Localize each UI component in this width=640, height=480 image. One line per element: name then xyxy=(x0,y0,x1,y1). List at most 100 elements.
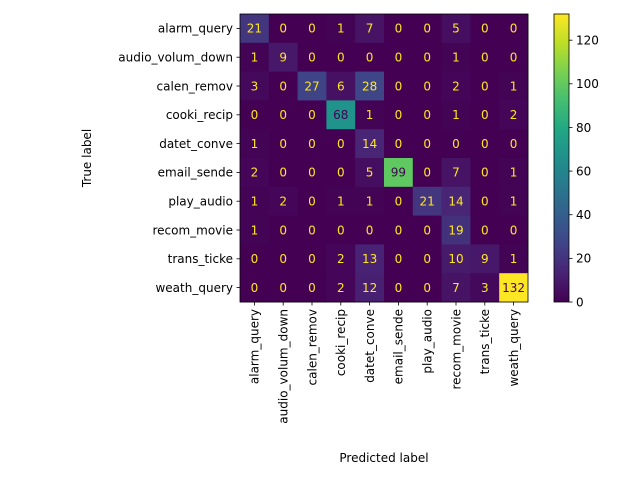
heatmap-cell xyxy=(240,14,270,44)
heatmap-cell xyxy=(470,273,500,303)
heatmap-cell xyxy=(470,71,500,101)
heatmap-cell xyxy=(326,71,356,101)
heatmap-cell xyxy=(384,42,414,72)
heatmap-cell xyxy=(240,244,270,274)
cell-value-label: 0 xyxy=(395,79,403,93)
heatmap-cell xyxy=(268,244,298,274)
x-tick-label: cooki_recip xyxy=(334,309,348,376)
heatmap-cell xyxy=(441,215,471,245)
heatmap-cell xyxy=(326,158,356,188)
cell-value-label: 0 xyxy=(510,51,518,65)
cell-value-label: 0 xyxy=(395,195,403,209)
colorbar-ticks: 0 20 40 60 80 100 120 xyxy=(569,33,599,309)
x-tick-label: calen_remov xyxy=(305,309,319,385)
heatmap-cell xyxy=(384,100,414,130)
cell-value-label: 3 xyxy=(481,281,489,295)
cell-value-label: 14 xyxy=(362,137,377,151)
cell-value-label: 1 xyxy=(251,195,259,209)
heatmap-cell xyxy=(326,42,356,72)
heatmap-cell xyxy=(240,273,270,303)
x-tick-label: weath_query xyxy=(507,309,521,387)
colorbar-tick-label: 20 xyxy=(576,252,591,266)
colorbar-tick-label: 120 xyxy=(576,33,599,47)
x-axis-label: Predicted label xyxy=(339,451,428,465)
heatmap-cell xyxy=(384,71,414,101)
cell-value-label: 0 xyxy=(366,223,374,237)
cell-value-label: 1 xyxy=(366,108,374,122)
cell-value-label: 0 xyxy=(279,22,287,36)
cell-value-label: 0 xyxy=(279,281,287,295)
cell-value-label: 0 xyxy=(308,166,316,180)
heatmap-cell-labels: 21 0 0 1 7 0 0 5 0 01 9 0 0 0 0 0 1 0 03 0 27 6 28 0 0 2 0 10 0 0 68 1 0… xyxy=(247,22,525,295)
cell-value-label: 0 xyxy=(395,22,403,36)
heatmap-cell xyxy=(470,186,500,216)
cell-value-label: 1 xyxy=(510,79,518,93)
heatmap-cell xyxy=(412,215,442,245)
y-tick-label: recom_movie xyxy=(152,223,233,237)
cell-value-label: 7 xyxy=(366,22,374,36)
cell-value-label: 0 xyxy=(337,166,345,180)
heatmap-cell xyxy=(470,158,500,188)
cell-value-label: 14 xyxy=(448,195,463,209)
cell-value-label: 0 xyxy=(423,252,431,266)
heatmap-cell xyxy=(441,100,471,130)
cell-value-label: 0 xyxy=(251,108,259,122)
cell-value-label: 7 xyxy=(452,281,460,295)
colorbar xyxy=(553,13,570,303)
cell-value-label: 0 xyxy=(481,51,489,65)
heatmap-cell xyxy=(326,273,356,303)
cell-value-label: 0 xyxy=(279,223,287,237)
heatmap-cell xyxy=(297,273,327,303)
heatmap-cell xyxy=(355,186,385,216)
cell-value-label: 0 xyxy=(423,166,431,180)
heatmap-cell xyxy=(412,42,442,72)
heatmap-cell xyxy=(297,129,327,159)
x-axis-ticks: alarm_query audio_volum_down calen_remov co… xyxy=(248,302,521,424)
cell-value-label: 0 xyxy=(423,51,431,65)
cell-value-label: 0 xyxy=(395,51,403,65)
cell-value-label: 0 xyxy=(308,51,316,65)
heatmap-cell xyxy=(297,158,327,188)
y-tick-label: datet_conve xyxy=(159,137,233,151)
heatmap-cell xyxy=(499,273,529,303)
heatmap-cell xyxy=(268,273,298,303)
cell-value-label: 68 xyxy=(333,108,348,122)
heatmap-cell xyxy=(412,158,442,188)
heatmap-cell xyxy=(384,244,414,274)
cell-value-label: 28 xyxy=(362,79,377,93)
cell-value-label: 9 xyxy=(279,51,287,65)
heatmap-cell xyxy=(240,129,270,159)
cell-value-label: 5 xyxy=(366,166,374,180)
colorbar-tick-label: 0 xyxy=(576,295,584,309)
heatmap-cell xyxy=(441,186,471,216)
heatmap-cell xyxy=(499,100,529,130)
heatmap-cell xyxy=(355,273,385,303)
cell-value-label: 0 xyxy=(481,22,489,36)
cell-value-label: 0 xyxy=(423,108,431,122)
heatmap-cell xyxy=(470,100,500,130)
heatmap-cell xyxy=(297,71,327,101)
cell-value-label: 0 xyxy=(481,195,489,209)
cell-value-label: 2 xyxy=(251,166,259,180)
heatmap-cell xyxy=(240,100,270,130)
cell-value-label: 0 xyxy=(308,195,316,209)
cell-value-label: 1 xyxy=(510,166,518,180)
cell-value-label: 0 xyxy=(251,281,259,295)
heatmap-cell xyxy=(499,158,529,188)
cell-value-label: 0 xyxy=(395,108,403,122)
heatmap-cell xyxy=(268,186,298,216)
heatmap-cell xyxy=(499,129,529,159)
heatmap-cell xyxy=(268,42,298,72)
heatmap-cell xyxy=(297,14,327,44)
heatmap-cell xyxy=(499,215,529,245)
heatmap-cell xyxy=(355,244,385,274)
cell-value-label: 2 xyxy=(337,281,345,295)
colorbar-tick-label: 80 xyxy=(576,121,591,135)
plot-frame xyxy=(239,13,529,303)
heatmap-cell xyxy=(499,71,529,101)
colorbar-tick-label: 40 xyxy=(576,208,591,222)
heatmap-cell xyxy=(268,215,298,245)
heatmap-cell xyxy=(297,244,327,274)
cell-value-label: 1 xyxy=(251,137,259,151)
x-tick-label: alarm_query xyxy=(248,309,262,384)
